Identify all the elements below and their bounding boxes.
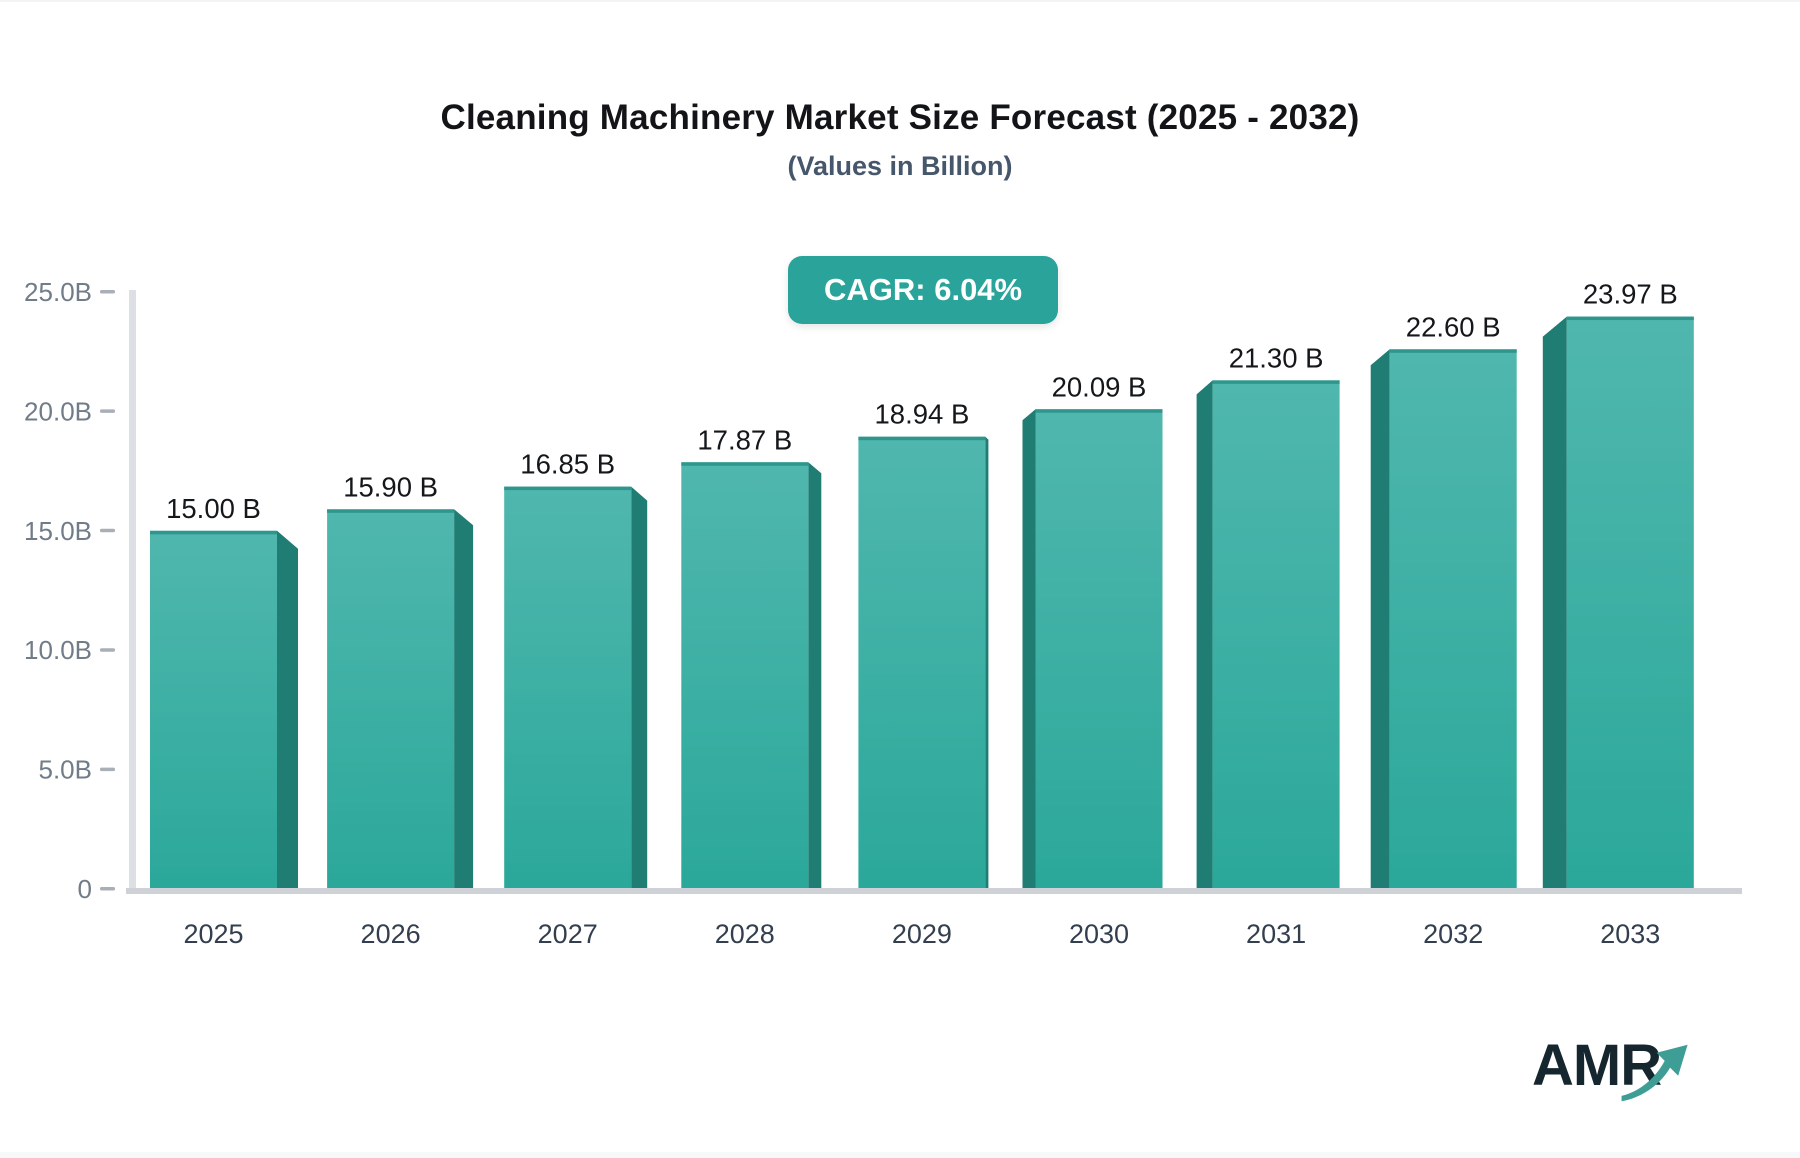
x-axis-tick-label: 2025 (183, 919, 243, 949)
cagr-badge-label: CAGR: 6.04% (824, 272, 1023, 307)
x-axis-tick-label: 2029 (892, 919, 952, 949)
y-axis-tick (100, 409, 115, 413)
bar-top-edge (150, 530, 277, 535)
bar-2032 (1370, 349, 1517, 889)
bar-top-edge (504, 486, 632, 491)
bar-top-edge (858, 436, 986, 441)
bar-value-label: 20.09 B (1052, 371, 1147, 402)
x-axis-baseline (126, 888, 1742, 894)
cagr-badge: CAGR: 6.04% (788, 256, 1059, 324)
bar-2028 (681, 462, 822, 889)
x-axis-tick-label: 2027 (538, 919, 598, 949)
bar-front-face (1035, 409, 1163, 889)
bar-side-face (277, 530, 298, 889)
bar-value-label: 23.97 B (1583, 279, 1678, 310)
x-axis-tick-label: 2032 (1423, 919, 1483, 949)
y-axis-tick (100, 290, 115, 294)
labels-layer: 0 5.0B 10.0B 15.0B 20.0B 25.0B 15.00 B 2025 15.9… (24, 277, 1678, 949)
bar-top-edge (1566, 316, 1694, 321)
bar-side-face (1022, 409, 1036, 889)
x-axis-tick-label: 2026 (361, 919, 421, 949)
bar-value-label: 15.90 B (343, 471, 438, 502)
bar-top-edge (1212, 380, 1340, 384)
bar-front-face (1389, 349, 1517, 889)
bar-side-face (1370, 349, 1390, 889)
bar-value-label: 16.85 B (520, 449, 615, 480)
y-axis-line (129, 290, 136, 894)
bar-top-edge (327, 509, 455, 513)
bar-2030 (1022, 409, 1163, 889)
page-title: Cleaning Machinery Market Size Forecast … (440, 98, 1360, 137)
bar-2025 (150, 530, 298, 889)
bar-front-face (681, 462, 809, 889)
axis-layer (100, 290, 136, 894)
x-axis-tick-label: 2028 (715, 919, 775, 949)
bar-side-face (985, 436, 989, 889)
bar-front-face (150, 530, 277, 889)
y-axis-tick-label: 0 (78, 874, 92, 904)
bar-top-edge (1035, 409, 1163, 413)
x-axis-tick-label: 2033 (1600, 919, 1660, 949)
bar-side-face (1542, 316, 1567, 889)
x-axis-tick-label: 2031 (1246, 919, 1306, 949)
bar-value-label: 21.30 B (1229, 342, 1324, 373)
y-axis-tick-label: 5.0B (39, 755, 93, 785)
bar-value-label: 17.87 B (697, 424, 792, 455)
y-axis-tick (100, 648, 115, 652)
bar-front-face (858, 436, 986, 889)
bar-2026 (327, 509, 474, 889)
y-axis-tick (100, 767, 115, 772)
bar-side-face (631, 486, 648, 889)
bottom-frame-edge (0, 1152, 1800, 1158)
y-axis-tick-label: 10.0B (24, 635, 92, 665)
bar-top-edge (1389, 349, 1517, 353)
bar-side-face (808, 462, 822, 889)
y-axis-tick (100, 887, 115, 891)
bar-top-edge (681, 462, 809, 466)
bar-front-face (1566, 316, 1694, 889)
bar-front-face (1212, 380, 1340, 889)
x-axis-tick-label: 2030 (1069, 919, 1129, 949)
amr-logo-text: AMR (1532, 1033, 1662, 1098)
trend-up-arrow-icon (1621, 1044, 1688, 1102)
bar-side-face (1196, 380, 1213, 889)
y-axis-tick-label: 20.0B (24, 396, 92, 426)
bar-value-label: 22.60 B (1406, 311, 1501, 342)
y-axis-tick-label: 15.0B (24, 516, 92, 546)
bar-value-label: 18.94 B (874, 399, 969, 430)
baseline-layer (126, 888, 1742, 894)
y-axis-tick (100, 528, 115, 533)
bar-2029 (858, 436, 989, 889)
bar-side-face (454, 509, 474, 889)
bars-layer (150, 316, 1694, 889)
bar-2027 (504, 486, 648, 889)
amr-logo: AMR (1532, 1032, 1732, 1112)
chart-subtitle: (Values in Billion) (787, 151, 1013, 181)
bar-2033 (1542, 316, 1694, 889)
bar-front-face (504, 486, 632, 889)
y-axis-tick-label: 25.0B (24, 277, 92, 307)
bar-2031 (1196, 380, 1340, 889)
bar-front-face (327, 509, 455, 889)
bar-value-label: 15.00 B (166, 493, 261, 524)
